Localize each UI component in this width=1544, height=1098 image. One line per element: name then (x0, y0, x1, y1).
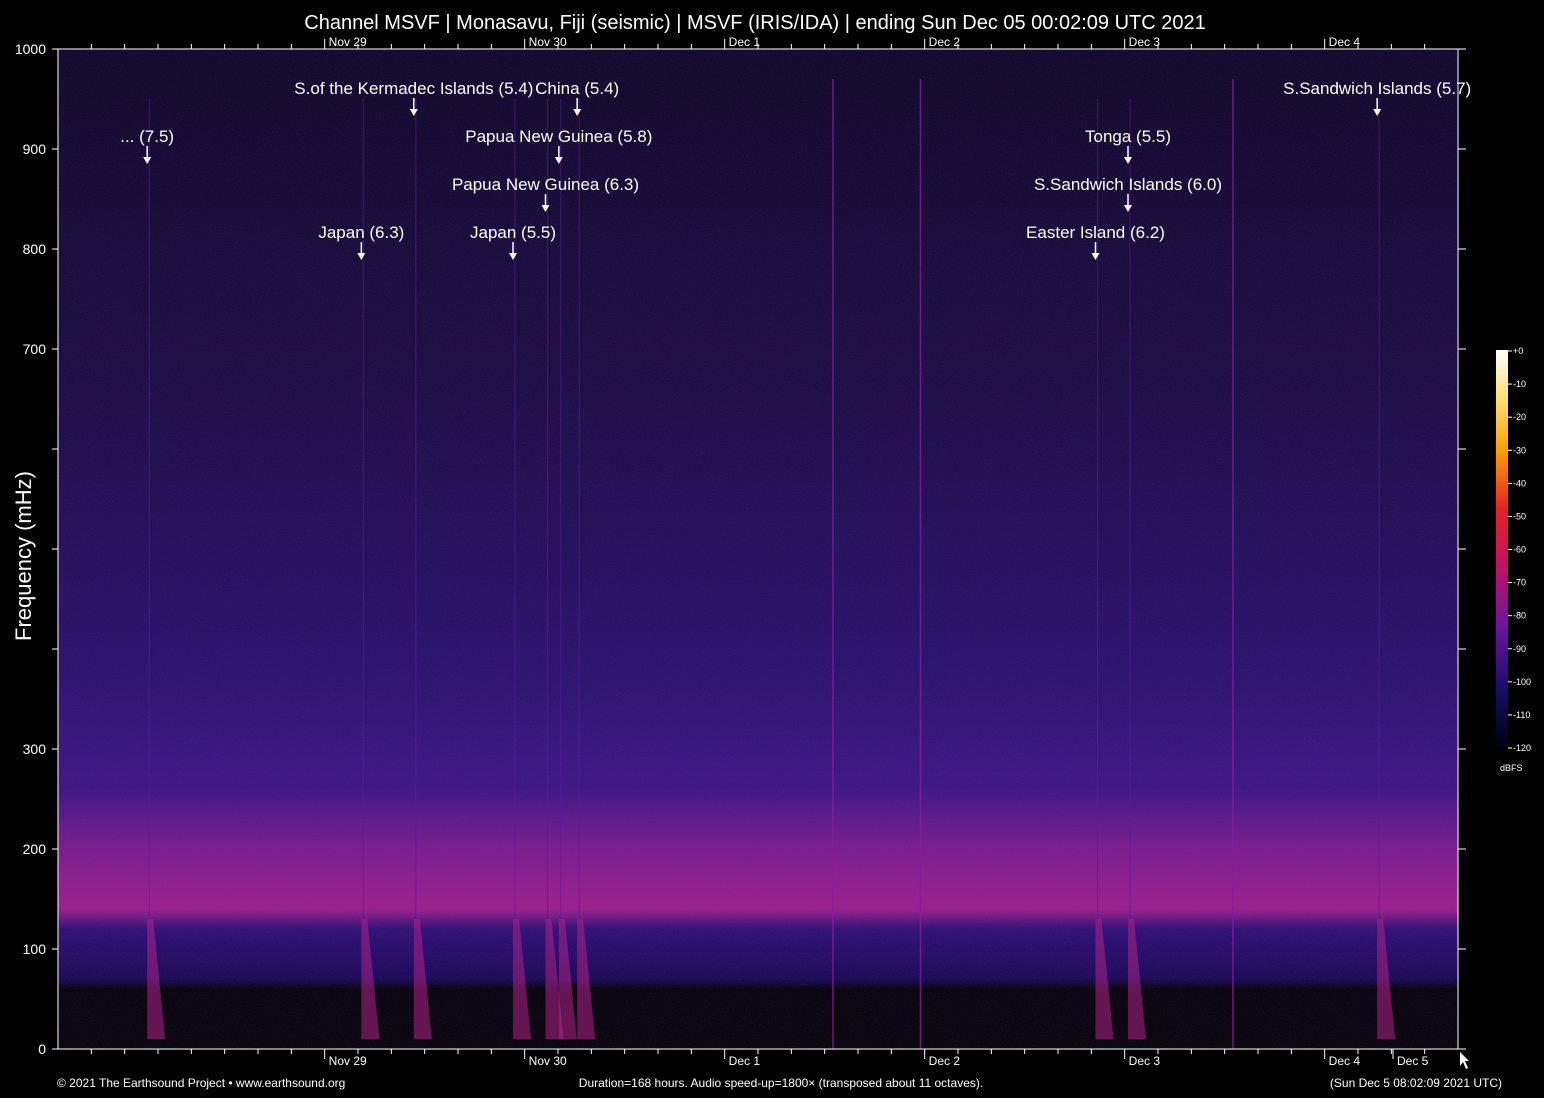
event-signal-burst (577, 919, 596, 1039)
down-arrow-icon (1091, 253, 1100, 260)
y-tick-label: 800 (23, 241, 47, 257)
y-tick-label: 300 (23, 741, 47, 757)
spectrogram-noise (58, 49, 1458, 1049)
footer-copyright: © 2021 The Earthsound Project • www.eart… (57, 1076, 345, 1090)
event-label: Tonga (5.5) (1085, 127, 1171, 146)
cursor-arrow-icon (1460, 1052, 1469, 1069)
signal-streaks (147, 79, 1396, 1049)
x-axis: Nov 29 Nov 29 Nov 30 Nov 30 Dec 1 Dec 1 Dec 2 D… (90, 35, 1429, 1068)
x-tick-label-top: Dec 3 (1129, 35, 1161, 49)
event-label: Japan (5.5) (470, 223, 556, 242)
down-arrow-icon (573, 109, 582, 116)
event-label: Easter Island (6.2) (1026, 223, 1165, 242)
colorbar-tick-label: -90 (1513, 644, 1526, 654)
event-label: S.Sandwich Islands (6.0) (1034, 175, 1222, 194)
colorbar-tick-label: -100 (1513, 677, 1531, 687)
colorbar-gradient (1496, 350, 1508, 748)
event-label: Papua New Guinea (6.3) (452, 175, 639, 194)
event-signal-burst (558, 919, 577, 1039)
y-tick-label: 100 (23, 941, 47, 957)
x-tick-label-top: Nov 29 (329, 35, 367, 49)
down-arrow-icon (409, 109, 418, 116)
colorbar-tick-label: +0 (1513, 346, 1523, 356)
x-tick-label-bottom: Dec 1 (729, 1054, 761, 1068)
x-tick-label-bottom: Nov 30 (529, 1054, 567, 1068)
event-signal-burst (1128, 919, 1146, 1039)
chart-title: Channel MSVF | Monasavu, Fiji (seismic) … (304, 12, 1206, 34)
event-signal-burst (513, 919, 531, 1039)
event-label: Japan (6.3) (318, 223, 404, 242)
colorbar-tick-label: -30 (1513, 445, 1526, 455)
event-annotations: ... (7.5) S.of the Kermadec Islands (5.4)… (120, 79, 1471, 260)
event-label: ... (7.5) (120, 127, 174, 146)
colorbar-tick-label: -70 (1513, 578, 1526, 588)
colorbar-tick-label: -120 (1513, 743, 1531, 753)
down-arrow-icon (1373, 109, 1382, 116)
down-arrow-icon (1124, 205, 1132, 212)
colorbar-unit: dBFS (1500, 763, 1523, 773)
event-label: China (5.4) (535, 79, 619, 98)
event-signal-burst (1095, 919, 1114, 1039)
colorbar-tick-label: -80 (1513, 611, 1526, 621)
colorbar-tick-label: -60 (1513, 545, 1526, 555)
down-arrow-icon (357, 253, 366, 260)
y-tick-label: 900 (23, 141, 47, 157)
x-tick-label-bottom: Dec 5 (1397, 1054, 1429, 1068)
x-tick-label-bottom: Nov 29 (329, 1054, 367, 1068)
event-label: Papua New Guinea (5.8) (465, 127, 652, 146)
down-arrow-icon (541, 205, 550, 212)
x-tick-label-top: Dec 1 (729, 35, 761, 49)
colorbar-tick-label: -50 (1513, 511, 1526, 521)
y-tick-label: 0 (38, 1041, 46, 1057)
down-arrow-icon (143, 157, 152, 164)
x-tick-label-top: Dec 4 (1329, 35, 1361, 49)
y-tick-label: 700 (23, 341, 47, 357)
event-label: S.Sandwich Islands (5.7) (1283, 79, 1471, 98)
down-arrow-icon (1124, 157, 1132, 164)
colorbar-tick-label: -110 (1513, 710, 1530, 720)
x-tick-label-top: Nov 30 (529, 35, 567, 49)
colorbar: +0 -10 -20 -30 -40 -50 -60 -70 -80 -90 -100 -110 -12… (1496, 346, 1531, 773)
event-label: S.of the Kermadec Islands (5.4) (294, 79, 533, 98)
down-arrow-icon (554, 157, 563, 164)
colorbar-tick-label: -20 (1513, 412, 1526, 422)
footer-timestamp: (Sun Dec 5 08:02:09 2021 UTC) (1330, 1076, 1502, 1090)
y-tick-label: 200 (23, 841, 47, 857)
x-tick-label-bottom: Dec 4 (1329, 1054, 1361, 1068)
x-tick-label-bottom: Dec 2 (929, 1054, 961, 1068)
footer-duration: Duration=168 hours. Audio speed-up=1800×… (579, 1076, 983, 1090)
event-signal-burst (147, 919, 166, 1039)
x-tick-label-bottom: Dec 3 (1129, 1054, 1161, 1068)
x-tick-label-top: Dec 2 (929, 35, 961, 49)
y-axis: 0 100 200 300 700 800 900 1000 (15, 41, 1466, 1057)
event-signal-burst (361, 919, 380, 1039)
event-signal-burst (1377, 919, 1396, 1039)
event-signal-burst (413, 919, 432, 1039)
colorbar-tick-label: -10 (1513, 379, 1526, 389)
down-arrow-icon (509, 253, 517, 260)
y-tick-label: 1000 (15, 41, 46, 57)
y-axis-label: Frequency (mHz) (11, 471, 36, 641)
colorbar-tick-label: -40 (1513, 478, 1526, 488)
